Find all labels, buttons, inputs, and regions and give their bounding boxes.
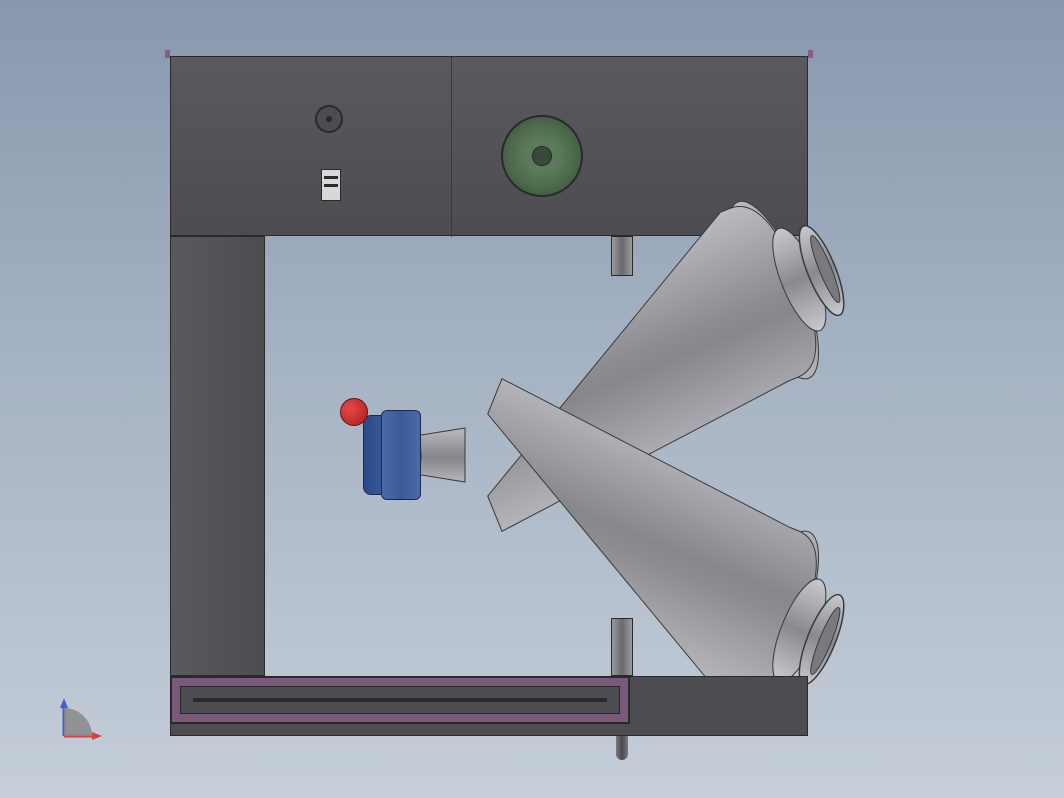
triad-axes-icon xyxy=(30,690,110,770)
base-frame-slot xyxy=(180,686,620,714)
control-knob xyxy=(340,398,368,426)
cad-viewport[interactable] xyxy=(0,0,1064,798)
shaft-tip xyxy=(616,736,628,760)
coordinate-triad[interactable] xyxy=(30,690,110,770)
v-cone-mixer xyxy=(165,40,905,780)
base-slot-line xyxy=(193,698,607,702)
flange-ring xyxy=(381,410,421,500)
base-frame xyxy=(170,676,630,724)
cad-model-assembly xyxy=(165,40,905,780)
